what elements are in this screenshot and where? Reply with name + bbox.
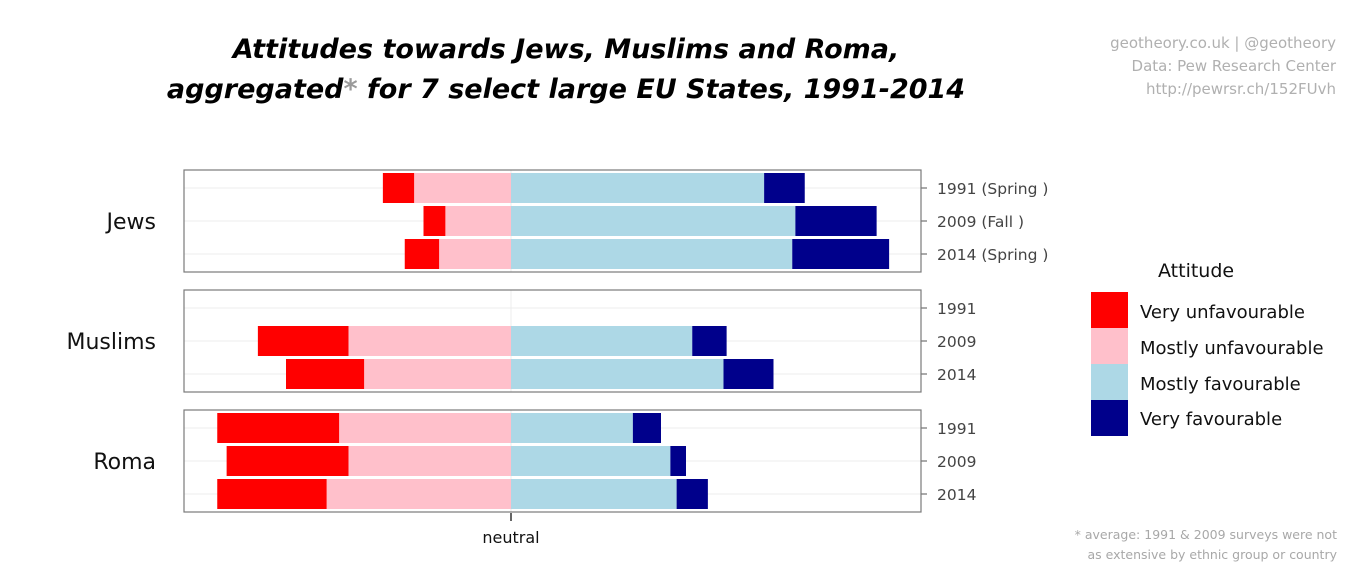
chart-title-asterisk: * [344,74,358,105]
y-tick-label: 2009 [937,333,976,351]
bar-very-favourable [792,239,890,269]
bar-very-favourable [670,446,686,476]
y-tick-label: 1991 [937,420,976,438]
bar-mostly-unfavourable [445,206,511,236]
bar-mostly-unfavourable [339,413,511,443]
bar-very-unfavourable [217,413,340,443]
facet-panel-border [183,409,922,513]
facet-jews: 1991 (Spring ) 2009 (Fall ) 2014 (Spring )… [105,169,1048,273]
y-tick-label: 2009 [937,453,976,471]
facet-roma: 1991 2009 2014 Roma [93,409,976,513]
legend-label-mostly-favourable: Mostly favourable [1140,374,1301,395]
bar-mostly-unfavourable [364,359,511,389]
bar-very-unfavourable [226,446,349,476]
bar-very-favourable [632,413,661,443]
bar-very-favourable [723,359,774,389]
bar-mostly-favourable [511,359,724,389]
bar-very-favourable [692,326,727,356]
legend-label-very-favourable: Very favourable [1140,409,1282,430]
facet-label: Jews [105,210,156,235]
y-tick-label: 2014 (Spring ) [937,246,1048,264]
credit-data: Data: Pew Research Center [1132,57,1337,75]
credit-link: http://pewrsr.ch/152FUvh [1146,80,1336,98]
bar-mostly-unfavourable [348,446,511,476]
bar-very-unfavourable [382,173,415,203]
legend-title: Attitude [1158,260,1234,282]
bar-mostly-unfavourable [439,239,511,269]
plot-area: 1991 (Spring ) 2009 (Fall ) 2014 (Spring )… [66,169,1048,513]
bar-very-favourable [676,479,708,509]
bar-mostly-favourable [511,326,693,356]
bar-mostly-favourable [511,173,765,203]
chart-title-line2-a: aggregated [167,74,344,105]
bar-very-unfavourable [404,239,440,269]
credit-site: geotheory.co.uk | @geotheory [1110,34,1336,52]
bar-very-unfavourable [423,206,446,236]
bar-mostly-unfavourable [414,173,511,203]
y-tick-label: 1991 [937,300,976,318]
facet-label: Muslims [66,330,156,355]
footnote-line1: * average: 1991 & 2009 surveys were not [1075,527,1337,542]
bar-very-favourable [795,206,877,236]
bar-mostly-unfavourable [348,326,511,356]
bar-mostly-unfavourable [326,479,511,509]
y-tick-label: 2014 [937,366,976,384]
legend-swatch-very-unfavourable [1091,292,1128,328]
bar-very-unfavourable [286,359,365,389]
bar-mostly-favourable [511,446,671,476]
facet-label: Roma [93,450,156,475]
bar-mostly-favourable [511,239,793,269]
bar-mostly-favourable [511,479,677,509]
chart-title-line2: aggregated* for 7 select large EU States… [167,74,965,105]
bar-very-favourable [764,173,805,203]
bar-mostly-favourable [511,206,796,236]
legend-swatch-mostly-unfavourable [1091,328,1128,364]
legend-swatch-mostly-favourable [1091,364,1128,400]
footnote-line2: as extensive by ethnic group or country [1088,547,1338,562]
legend-label-mostly-unfavourable: Mostly unfavourable [1140,338,1324,359]
y-tick-label: 2009 (Fall ) [937,213,1024,231]
x-axis-label: neutral [482,528,539,547]
facet-panel-border [183,289,922,393]
bar-mostly-favourable [511,413,633,443]
legend-label-very-unfavourable: Very unfavourable [1140,302,1305,323]
bar-very-unfavourable [257,326,349,356]
facet-muslims: 1991 2009 2014 Muslims [66,289,976,393]
facet-panel-border [183,169,922,273]
legend: Attitude Very unfavourable Mostly unfavo… [1091,260,1324,436]
chart-title-line1: Attitudes towards Jews, Muslims and Roma… [231,34,900,65]
legend-swatch-very-favourable [1091,400,1128,436]
y-tick-label: 2014 [937,486,976,504]
chart-title-line2-b: for 7 select large EU States, 1991-2014 [358,74,965,105]
y-tick-label: 1991 (Spring ) [937,180,1048,198]
bar-very-unfavourable [217,479,327,509]
